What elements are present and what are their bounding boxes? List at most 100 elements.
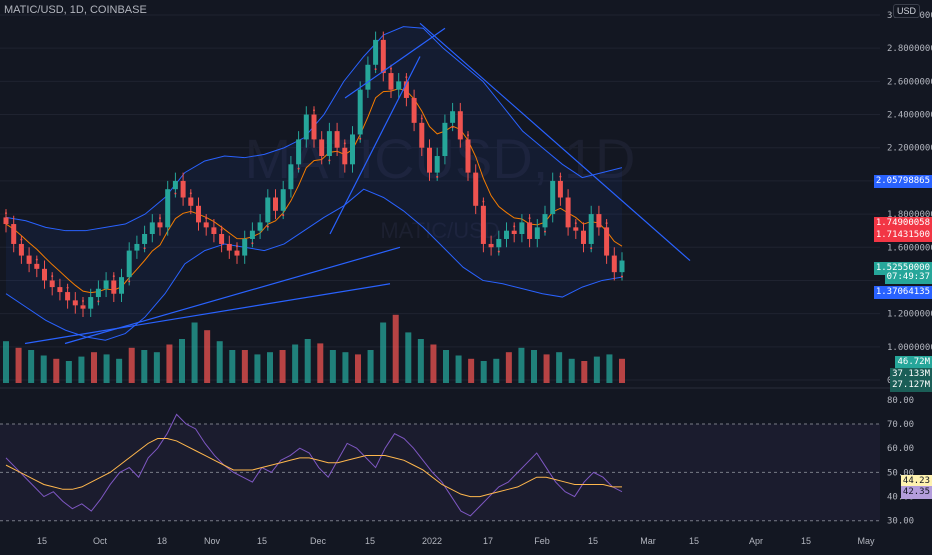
candle-body [219,234,225,244]
candle-body [103,280,109,289]
candle-body [26,255,32,264]
psar-dot [220,228,223,231]
candle-body [95,288,101,298]
rsi-tick-label: 70.00 [887,420,914,430]
candle-body [411,97,417,123]
volume-bar [619,358,625,383]
volume-bar [3,341,9,383]
candle-body [119,277,124,294]
volume-bar [505,352,512,383]
candle-body [557,180,563,198]
candle-body [342,147,348,165]
psar-dot [621,275,623,278]
x-tick-label: 15 [257,536,267,546]
psar-dot [497,250,500,253]
price-tag: 42.35 [900,486,932,499]
volume-bar [556,352,563,383]
volume-bar [581,361,588,383]
x-tick-label: 15 [588,536,598,546]
volume-bar [53,358,60,383]
candle-body [34,263,40,269]
x-tick-label: 2022 [422,536,442,546]
volume-bar [568,358,575,383]
candle-body [357,89,363,135]
candle-body [450,111,456,123]
psar-dot [359,137,362,140]
volume-bar [317,343,324,383]
candle-body [88,297,94,309]
psar-dot [574,222,577,225]
volume-bar [531,350,537,383]
volume-bar [128,347,135,383]
psar-dot [159,217,161,220]
volume-bar [179,339,185,383]
psar-dot [128,280,131,283]
volume-bar [116,358,123,383]
psar-dot [482,200,485,203]
candle-body [473,172,479,206]
candle-body [165,189,171,228]
psar-dot [544,230,546,233]
volume-bar [103,354,110,383]
psar-dot [436,175,439,178]
psar-dot [374,68,377,71]
volume-bar [518,347,525,383]
candle-body [488,243,494,248]
candle-body [257,222,263,231]
candle-body [611,255,617,273]
candle-body [42,268,47,281]
candle-body [11,224,17,244]
candle-body [242,238,248,256]
candle-body [3,217,9,225]
candle-body [80,305,86,309]
trendline [344,27,446,99]
price-tag: 1.74900058 [873,217,932,230]
candle-body [288,164,294,190]
volume-bar [392,314,399,383]
price-tag: 44.23 [900,475,932,488]
trendline [24,283,391,345]
candle-body [296,139,302,165]
psar-dot [513,225,516,228]
psar-dot [189,192,192,195]
psar-dot [66,286,69,289]
candle-body [373,39,379,65]
candle-body [72,300,78,306]
volume-bar [455,355,462,383]
volume-bar [166,344,173,383]
candle-body [65,292,71,301]
volume-bar [229,350,236,383]
candle-body [457,111,463,140]
psar-dot [97,300,100,303]
x-tick-label: Nov [204,536,221,546]
price-tag: 1.37064135 [873,286,932,299]
trendline [419,22,691,261]
candle-body [273,197,278,211]
psar-dot [390,67,392,70]
candle-body [442,122,448,157]
rsi-ma-line [5,438,622,498]
psar-dot [528,217,531,220]
candle-body [311,114,317,140]
rsi-line [5,413,623,517]
currency-button[interactable]: USD [892,4,920,18]
rsi-tick-label: 50.00 [887,468,914,478]
candle-body [511,230,517,234]
volume-bar [241,350,248,383]
candle-body [581,230,586,244]
volume-bar [267,352,273,383]
candle-body [18,243,24,256]
volume-bar [329,350,336,383]
psar-dot [605,222,608,225]
volume-bar [543,354,550,383]
candle-body [534,227,540,239]
candle-body [280,189,286,211]
psar-dot [328,159,331,162]
y-tick-label: 2.40000000 [887,111,932,121]
candle-body [427,147,432,173]
watermark-sub: MATIC/USD [380,218,499,243]
candle-body [365,64,371,90]
price-tag: 27.127M [890,379,932,392]
x-tick-label: Apr [749,536,763,546]
volume-bar [279,350,286,383]
